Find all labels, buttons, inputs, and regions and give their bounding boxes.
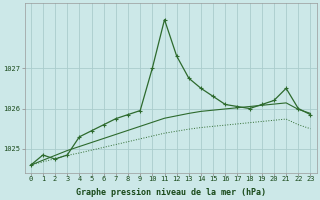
X-axis label: Graphe pression niveau de la mer (hPa): Graphe pression niveau de la mer (hPa) bbox=[76, 188, 266, 197]
